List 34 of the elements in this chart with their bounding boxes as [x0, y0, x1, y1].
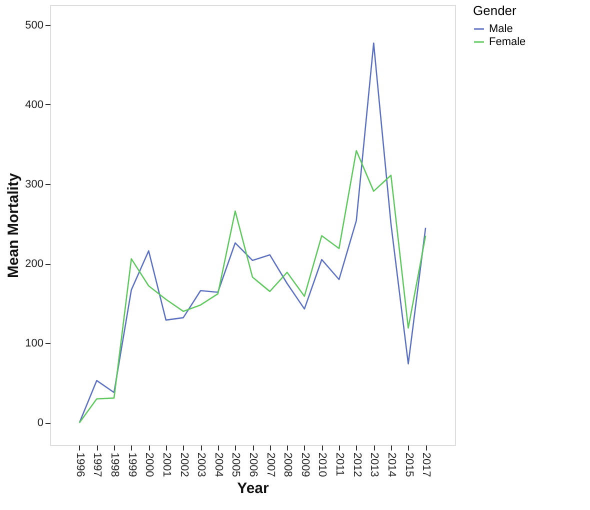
x-tick-label: 2000 — [143, 452, 156, 477]
y-axis-title: Mean Mortality — [5, 172, 22, 278]
x-tick-label: 2001 — [160, 452, 172, 477]
x-tick-label: 2005 — [230, 452, 242, 477]
x-tick-label: 2011 — [334, 452, 346, 476]
x-tick-label: 2013 — [368, 452, 380, 477]
x-tick-label: 2012 — [350, 452, 363, 477]
x-axis-title: Year — [237, 480, 270, 497]
x-tick-label: 1998 — [108, 452, 121, 477]
x-tick-label: 2014 — [385, 452, 398, 477]
y-tick-label: 400 — [25, 98, 44, 111]
line-series — [78, 150, 426, 424]
y-tick-label: 100 — [25, 338, 44, 350]
x-tick-label: 2010 — [316, 452, 328, 477]
x-tick-label: 2002 — [178, 452, 190, 477]
x-tick-label: 2007 — [264, 452, 276, 477]
x-tick-label: 1996 — [74, 452, 86, 477]
y-tick-label: 300 — [25, 178, 44, 191]
y-tick-label: 500 — [25, 19, 44, 32]
legend-title: Gender — [473, 3, 518, 18]
legend-label: Male — [489, 23, 513, 35]
line-series — [78, 42, 426, 424]
x-tick-label: 2009 — [298, 452, 311, 477]
x-tick-label: 2015 — [402, 452, 415, 477]
x-tick-label: 2004 — [212, 452, 224, 477]
x-tick-label: 2003 — [195, 452, 208, 477]
x-tick-label: 1997 — [91, 452, 104, 477]
x-tick-label: 2017 — [420, 452, 432, 477]
x-tick-label: 2006 — [247, 452, 259, 477]
y-tick-label: 200 — [25, 258, 44, 270]
x-tick-label: 2008 — [282, 452, 294, 477]
y-tick-label: 0 — [37, 417, 44, 430]
legend-label: Female — [489, 36, 526, 48]
x-tick-label: 1999 — [126, 452, 138, 477]
